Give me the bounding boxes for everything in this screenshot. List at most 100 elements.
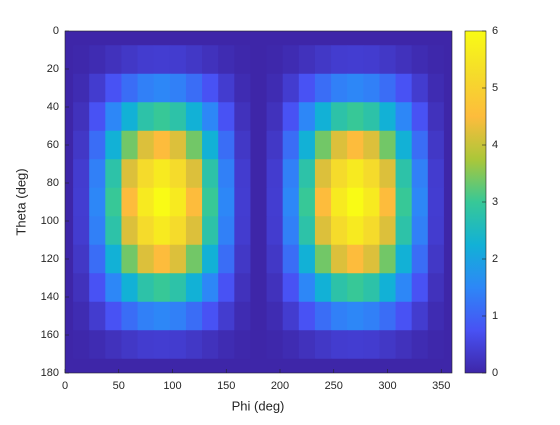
cell	[395, 45, 413, 75]
cell	[202, 273, 219, 303]
colorbar-tick-label: 0	[492, 367, 498, 379]
cell	[379, 301, 397, 331]
cell	[379, 159, 397, 189]
cell	[379, 31, 397, 46]
x-tick-label: 200	[271, 380, 289, 392]
cell	[298, 244, 316, 274]
cell	[250, 130, 268, 160]
y-tick-label: 100	[41, 215, 59, 227]
cell	[202, 301, 219, 331]
cell	[169, 45, 187, 75]
cell	[89, 216, 106, 246]
cell	[234, 31, 251, 46]
cell	[298, 73, 316, 103]
cell	[331, 187, 348, 217]
cell	[137, 130, 155, 160]
cell	[169, 102, 187, 132]
cell	[105, 216, 122, 246]
cell	[105, 31, 122, 46]
cell	[395, 31, 413, 46]
x-tick-label: 150	[217, 380, 235, 392]
cell	[331, 216, 348, 246]
cell	[266, 130, 284, 160]
cell	[298, 358, 316, 373]
cell	[169, 358, 187, 373]
cell	[266, 73, 284, 103]
cell	[105, 102, 122, 132]
x-axis-label: Phi (deg)	[232, 398, 285, 413]
cell	[185, 244, 203, 274]
cell	[282, 130, 300, 160]
cell	[185, 31, 203, 46]
cell	[298, 102, 316, 132]
cell	[411, 244, 429, 274]
cell	[202, 216, 219, 246]
cell	[73, 330, 90, 360]
cell	[250, 102, 268, 132]
cell	[105, 187, 122, 217]
cell	[331, 31, 348, 46]
cell	[137, 273, 155, 303]
cell	[266, 330, 284, 360]
cell	[218, 216, 235, 246]
cell	[314, 73, 332, 103]
cell	[153, 102, 171, 132]
cell	[153, 216, 171, 246]
cell	[65, 273, 74, 303]
cell	[379, 73, 397, 103]
cell	[169, 244, 187, 274]
cell	[121, 130, 139, 160]
cell	[411, 358, 429, 373]
cell	[266, 187, 284, 217]
cell	[185, 73, 203, 103]
cell	[411, 45, 429, 75]
cell	[427, 159, 445, 189]
cell	[266, 159, 284, 189]
cell	[218, 273, 235, 303]
colorbar-tick-label: 5	[492, 82, 498, 94]
cell	[218, 130, 235, 160]
cell	[89, 330, 106, 360]
cell	[121, 301, 139, 331]
cell	[379, 130, 397, 160]
cell	[395, 330, 413, 360]
y-axis-label: Theta (deg)	[13, 168, 28, 235]
y-tick-label: 80	[47, 177, 59, 189]
cell	[153, 130, 171, 160]
cell	[443, 273, 452, 303]
cell	[282, 301, 300, 331]
cell	[169, 216, 187, 246]
cell	[347, 187, 364, 217]
x-tick-label: 0	[62, 380, 68, 392]
cell	[218, 159, 235, 189]
cell	[443, 301, 452, 331]
cell	[411, 31, 429, 46]
cell	[250, 358, 268, 373]
cell	[411, 273, 429, 303]
cell	[363, 330, 380, 360]
cell	[266, 216, 284, 246]
cell	[347, 273, 364, 303]
cell	[65, 102, 74, 132]
cell	[65, 216, 74, 246]
cell	[427, 102, 445, 132]
cell	[121, 31, 139, 46]
cell	[443, 330, 452, 360]
cell	[347, 244, 364, 274]
cell	[121, 358, 139, 373]
cell	[331, 73, 348, 103]
cell	[105, 330, 122, 360]
cell	[314, 31, 332, 46]
cell	[153, 244, 171, 274]
cell	[121, 159, 139, 189]
cell	[202, 102, 219, 132]
cell	[73, 159, 90, 189]
cell	[169, 31, 187, 46]
cell	[443, 102, 452, 132]
cell	[65, 73, 74, 103]
cell	[169, 130, 187, 160]
cell	[137, 216, 155, 246]
cell	[89, 244, 106, 274]
